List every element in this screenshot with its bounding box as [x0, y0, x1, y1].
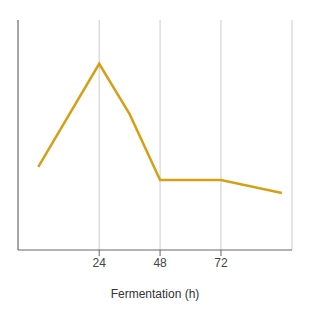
svg-text:24: 24 [93, 256, 107, 270]
svg-text:Fermentation (h): Fermentation (h) [111, 287, 200, 301]
svg-text:48: 48 [153, 256, 167, 270]
svg-text:72: 72 [214, 256, 228, 270]
